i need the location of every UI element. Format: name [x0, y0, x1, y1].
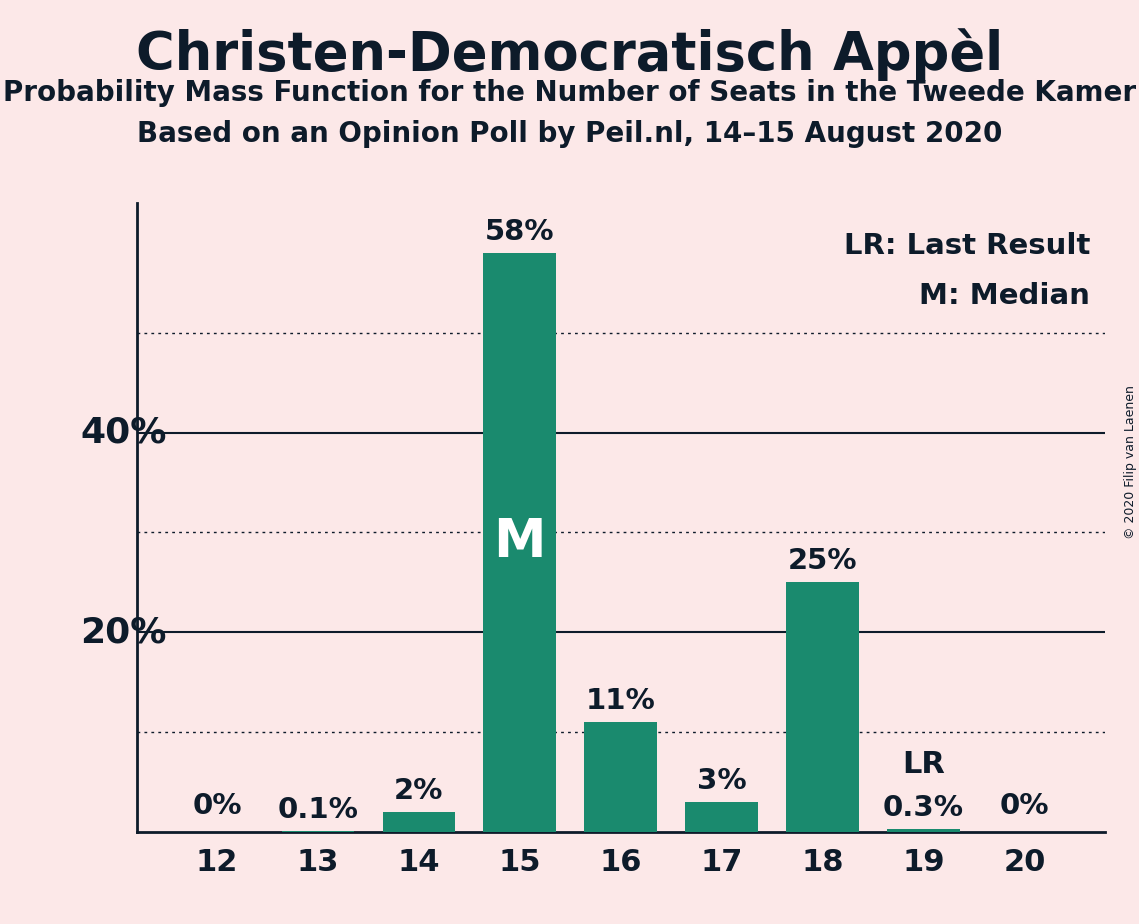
Text: M: Median: M: Median [919, 282, 1090, 310]
Text: 3%: 3% [697, 767, 746, 795]
Text: 11%: 11% [585, 687, 656, 715]
Text: Based on an Opinion Poll by Peil.nl, 14–15 August 2020: Based on an Opinion Poll by Peil.nl, 14–… [137, 120, 1002, 148]
Text: 0.1%: 0.1% [278, 796, 359, 823]
Bar [786, 582, 859, 832]
Bar [686, 802, 759, 832]
Bar [483, 253, 556, 832]
Text: LR: Last Result: LR: Last Result [844, 232, 1090, 260]
Bar [584, 722, 657, 832]
Bar [383, 811, 456, 832]
Bar [887, 829, 960, 832]
Text: 58%: 58% [485, 218, 555, 246]
Text: © 2020 Filip van Laenen: © 2020 Filip van Laenen [1124, 385, 1137, 539]
Bar [281, 831, 354, 832]
Text: M: M [493, 517, 546, 568]
Text: 0.3%: 0.3% [883, 794, 964, 821]
Text: 25%: 25% [788, 547, 858, 576]
Text: 40%: 40% [80, 416, 166, 450]
Text: LR: LR [902, 749, 945, 779]
Text: Probability Mass Function for the Number of Seats in the Tweede Kamer: Probability Mass Function for the Number… [3, 79, 1136, 106]
Text: 2%: 2% [394, 777, 443, 805]
Text: Christen-Democratisch Appèl: Christen-Democratisch Appèl [136, 28, 1003, 80]
Text: 0%: 0% [192, 792, 241, 820]
Text: 20%: 20% [80, 615, 166, 650]
Text: 0%: 0% [1000, 792, 1049, 820]
